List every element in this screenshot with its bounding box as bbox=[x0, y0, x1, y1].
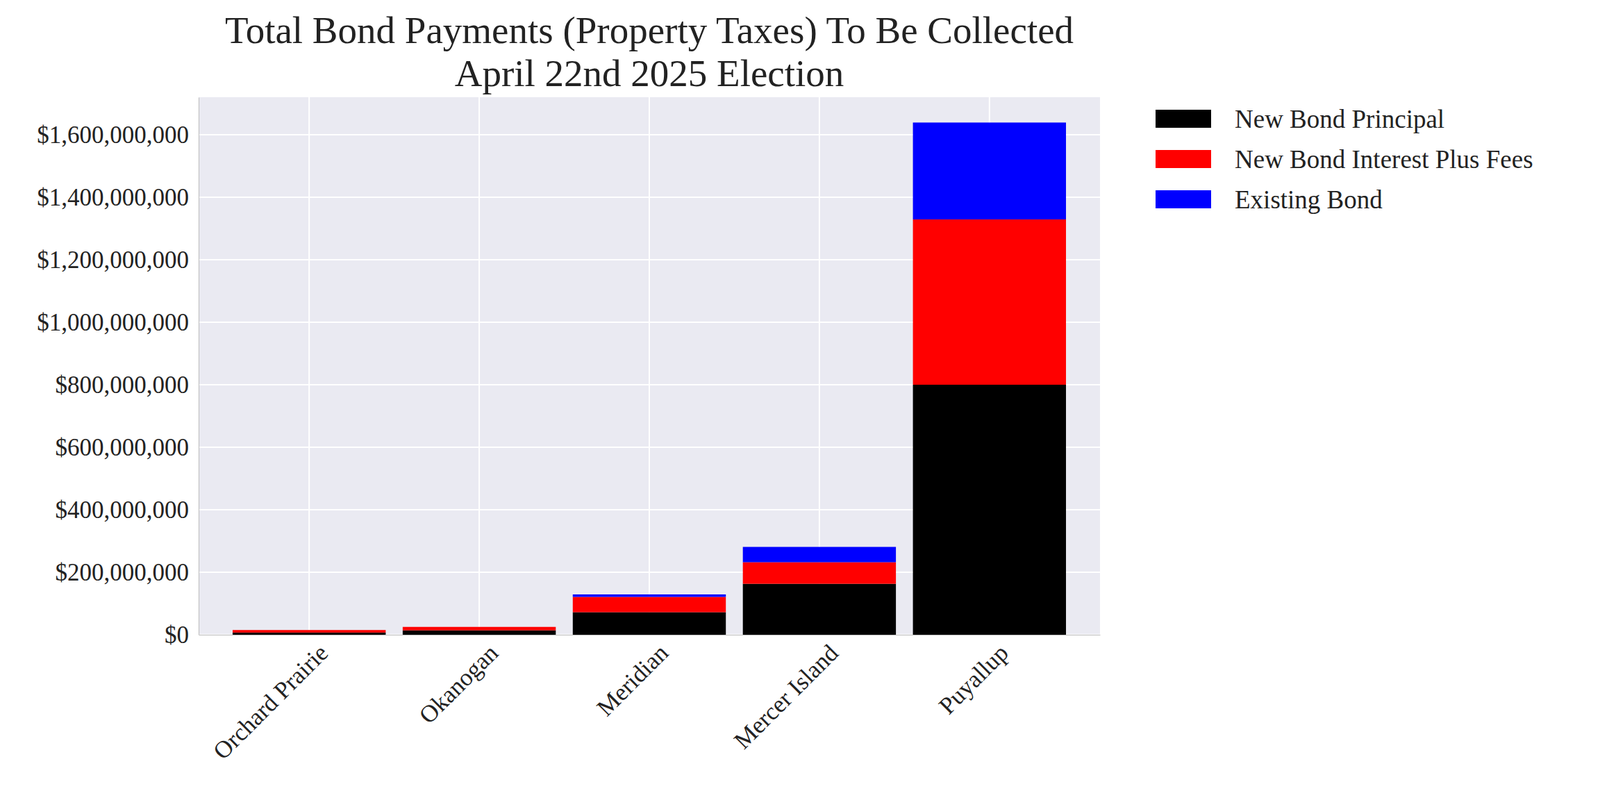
y-tick: $200,000,000 bbox=[55, 559, 200, 587]
bar-segment bbox=[232, 632, 386, 635]
title-line: Total Bond Payments (Property Taxes) To … bbox=[225, 9, 1074, 52]
y-tick-label: $400,000,000 bbox=[55, 496, 190, 524]
y-tick: $1,200,000,000 bbox=[36, 246, 199, 274]
bar-segment bbox=[743, 547, 896, 563]
legend-swatch bbox=[1155, 109, 1212, 128]
y-tick-label: $200,000,000 bbox=[55, 559, 190, 587]
y-tick: $0 bbox=[164, 621, 199, 649]
y-tick-label: $800,000,000 bbox=[55, 371, 190, 399]
title: Total Bond Payments (Property Taxes) To … bbox=[225, 9, 1074, 95]
bar-segment bbox=[232, 629, 386, 633]
x-tick-label: Mercer Island bbox=[728, 638, 844, 755]
x-tick-label: Orchard Prairie bbox=[207, 639, 334, 766]
y-axis: $0 $200,000,000 $400,000,000 $600,000,000 $8… bbox=[36, 97, 199, 649]
bar-segment bbox=[402, 627, 556, 631]
bar-segment bbox=[743, 584, 896, 635]
x-tick: Meridian bbox=[591, 634, 674, 722]
bars bbox=[232, 122, 1066, 635]
y-tick-label: $1,400,000,000 bbox=[36, 184, 189, 212]
y-tick-label: $600,000,000 bbox=[55, 434, 190, 462]
grid bbox=[198, 97, 1100, 635]
legend-entry: New Bond Principal bbox=[1155, 104, 1445, 134]
legend-entry: New Bond Interest Plus Fees bbox=[1155, 145, 1534, 174]
legend-label: Existing Bond bbox=[1234, 185, 1383, 214]
y-tick: $800,000,000 bbox=[55, 371, 200, 399]
x-tick-label: Meridian bbox=[591, 639, 674, 722]
y-tick: $1,400,000,000 bbox=[36, 184, 199, 212]
legend-entry: Existing Bond bbox=[1155, 185, 1383, 214]
y-tick-label: $1,000,000,000 bbox=[36, 309, 189, 337]
grid-line-x bbox=[478, 97, 480, 635]
x-tick: Orchard Prairie bbox=[207, 634, 334, 765]
x-axis: Orchard Prairie Okanogan Meridian Mercer Is… bbox=[199, 634, 1101, 765]
y-tick-label: $0 bbox=[164, 621, 189, 649]
y-tick: $600,000,000 bbox=[55, 434, 200, 462]
x-tick: Okanogan bbox=[413, 634, 504, 730]
y-tick-label: $1,600,000,000 bbox=[36, 121, 189, 149]
y-tick-label: $1,200,000,000 bbox=[36, 246, 189, 274]
bar-segment bbox=[402, 626, 556, 628]
y-tick: $400,000,000 bbox=[55, 496, 200, 524]
x-tick-label: Puyallup bbox=[933, 639, 1014, 721]
legend-label: New Bond Interest Plus Fees bbox=[1234, 145, 1534, 174]
y-tick: $1,600,000,000 bbox=[36, 121, 199, 149]
y-tick: $1,000,000,000 bbox=[36, 309, 199, 337]
bar-segment bbox=[913, 122, 1066, 220]
legend-label: New Bond Principal bbox=[1234, 104, 1445, 134]
bar-segment bbox=[232, 629, 386, 631]
x-axis-line bbox=[199, 634, 1101, 636]
title-line: April 22nd 2025 Election bbox=[454, 52, 845, 95]
bar-segment bbox=[913, 219, 1066, 385]
x-tick-label: Okanogan bbox=[413, 639, 504, 730]
grid-line-x bbox=[648, 97, 650, 635]
legend-swatch bbox=[1155, 150, 1212, 169]
x-tick: Mercer Island bbox=[728, 634, 844, 755]
bar-segment bbox=[572, 594, 726, 598]
bar-segment bbox=[402, 630, 556, 635]
legend-swatch bbox=[1155, 190, 1212, 209]
grid-line-x bbox=[308, 97, 310, 635]
bar-segment bbox=[743, 562, 896, 585]
chart: $0 $200,000,000 $400,000,000 $600,000,000 $8… bbox=[0, 0, 1600, 800]
x-tick: Puyallup bbox=[933, 634, 1014, 720]
bar-segment bbox=[572, 597, 726, 613]
bar-segment bbox=[913, 384, 1066, 635]
plot-background bbox=[198, 97, 1100, 635]
y-axis-line bbox=[198, 97, 200, 636]
legend: New Bond Principal New Bond Interest Plus… bbox=[1155, 104, 1534, 214]
bar-segment bbox=[572, 612, 726, 635]
